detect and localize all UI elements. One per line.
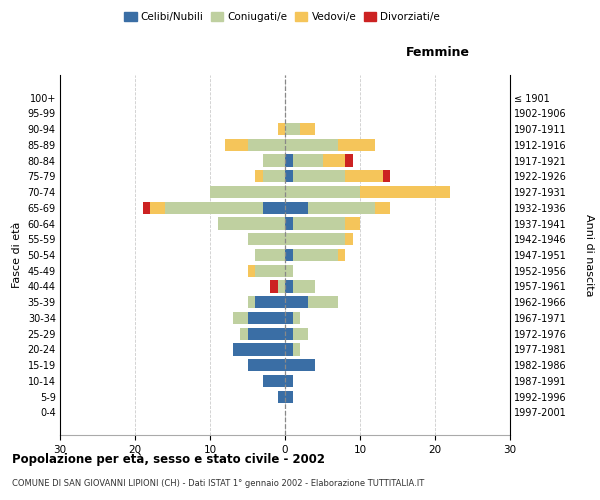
Bar — [308, 296, 337, 308]
Bar — [248, 328, 285, 340]
Bar — [248, 359, 285, 372]
Bar — [248, 264, 255, 277]
Bar — [218, 218, 285, 230]
Bar — [285, 328, 293, 340]
Bar — [263, 375, 285, 387]
Bar — [285, 359, 315, 372]
Bar — [293, 154, 323, 166]
Bar — [248, 138, 285, 151]
Bar — [248, 233, 285, 245]
Bar — [285, 202, 308, 214]
Y-axis label: Anni di nascita: Anni di nascita — [584, 214, 594, 296]
Bar — [293, 344, 300, 355]
Bar — [225, 138, 248, 151]
Bar — [308, 202, 375, 214]
Text: COMUNE DI SAN GIOVANNI LIPIONI (CH) - Dati ISTAT 1° gennaio 2002 - Elaborazione : COMUNE DI SAN GIOVANNI LIPIONI (CH) - Da… — [12, 479, 424, 488]
Bar — [263, 154, 285, 166]
Bar — [165, 202, 263, 214]
Y-axis label: Fasce di età: Fasce di età — [12, 222, 22, 288]
Bar — [323, 154, 345, 166]
Bar — [285, 186, 360, 198]
Bar — [293, 328, 308, 340]
Bar — [277, 390, 285, 403]
Bar — [285, 344, 293, 355]
Bar — [337, 138, 375, 151]
Bar — [210, 186, 285, 198]
Bar — [270, 280, 277, 292]
Bar — [255, 296, 285, 308]
Bar — [345, 218, 360, 230]
Bar — [285, 296, 308, 308]
Bar — [263, 170, 285, 182]
Bar — [285, 249, 293, 261]
Bar — [248, 312, 285, 324]
Bar — [293, 218, 345, 230]
Bar — [285, 390, 293, 403]
Bar — [277, 280, 285, 292]
Bar — [248, 296, 255, 308]
Bar — [293, 280, 315, 292]
Bar — [263, 202, 285, 214]
Text: Popolazione per età, sesso e stato civile - 2002: Popolazione per età, sesso e stato civil… — [12, 452, 325, 466]
Bar — [285, 233, 345, 245]
Legend: Celibi/Nubili, Coniugati/e, Vedovi/e, Divorziati/e: Celibi/Nubili, Coniugati/e, Vedovi/e, Di… — [120, 8, 444, 26]
Bar — [277, 123, 285, 135]
Bar — [233, 344, 285, 355]
Bar — [285, 138, 337, 151]
Bar — [360, 186, 450, 198]
Bar — [233, 312, 248, 324]
Bar — [285, 280, 293, 292]
Bar — [345, 170, 383, 182]
Bar — [345, 233, 353, 245]
Bar — [300, 123, 315, 135]
Bar — [150, 202, 165, 214]
Bar — [285, 375, 293, 387]
Bar — [293, 170, 345, 182]
Bar — [345, 154, 353, 166]
Bar — [255, 170, 263, 182]
Bar — [255, 264, 285, 277]
Bar — [143, 202, 150, 214]
Bar — [285, 123, 300, 135]
Bar — [383, 170, 390, 182]
Bar — [285, 170, 293, 182]
Bar — [293, 249, 337, 261]
Text: Femmine: Femmine — [406, 46, 470, 59]
Bar — [285, 218, 293, 230]
Bar — [285, 264, 293, 277]
Bar — [285, 312, 293, 324]
Bar — [285, 154, 293, 166]
Bar — [240, 328, 248, 340]
Bar — [255, 249, 285, 261]
Bar — [337, 249, 345, 261]
Bar — [293, 312, 300, 324]
Bar — [375, 202, 390, 214]
